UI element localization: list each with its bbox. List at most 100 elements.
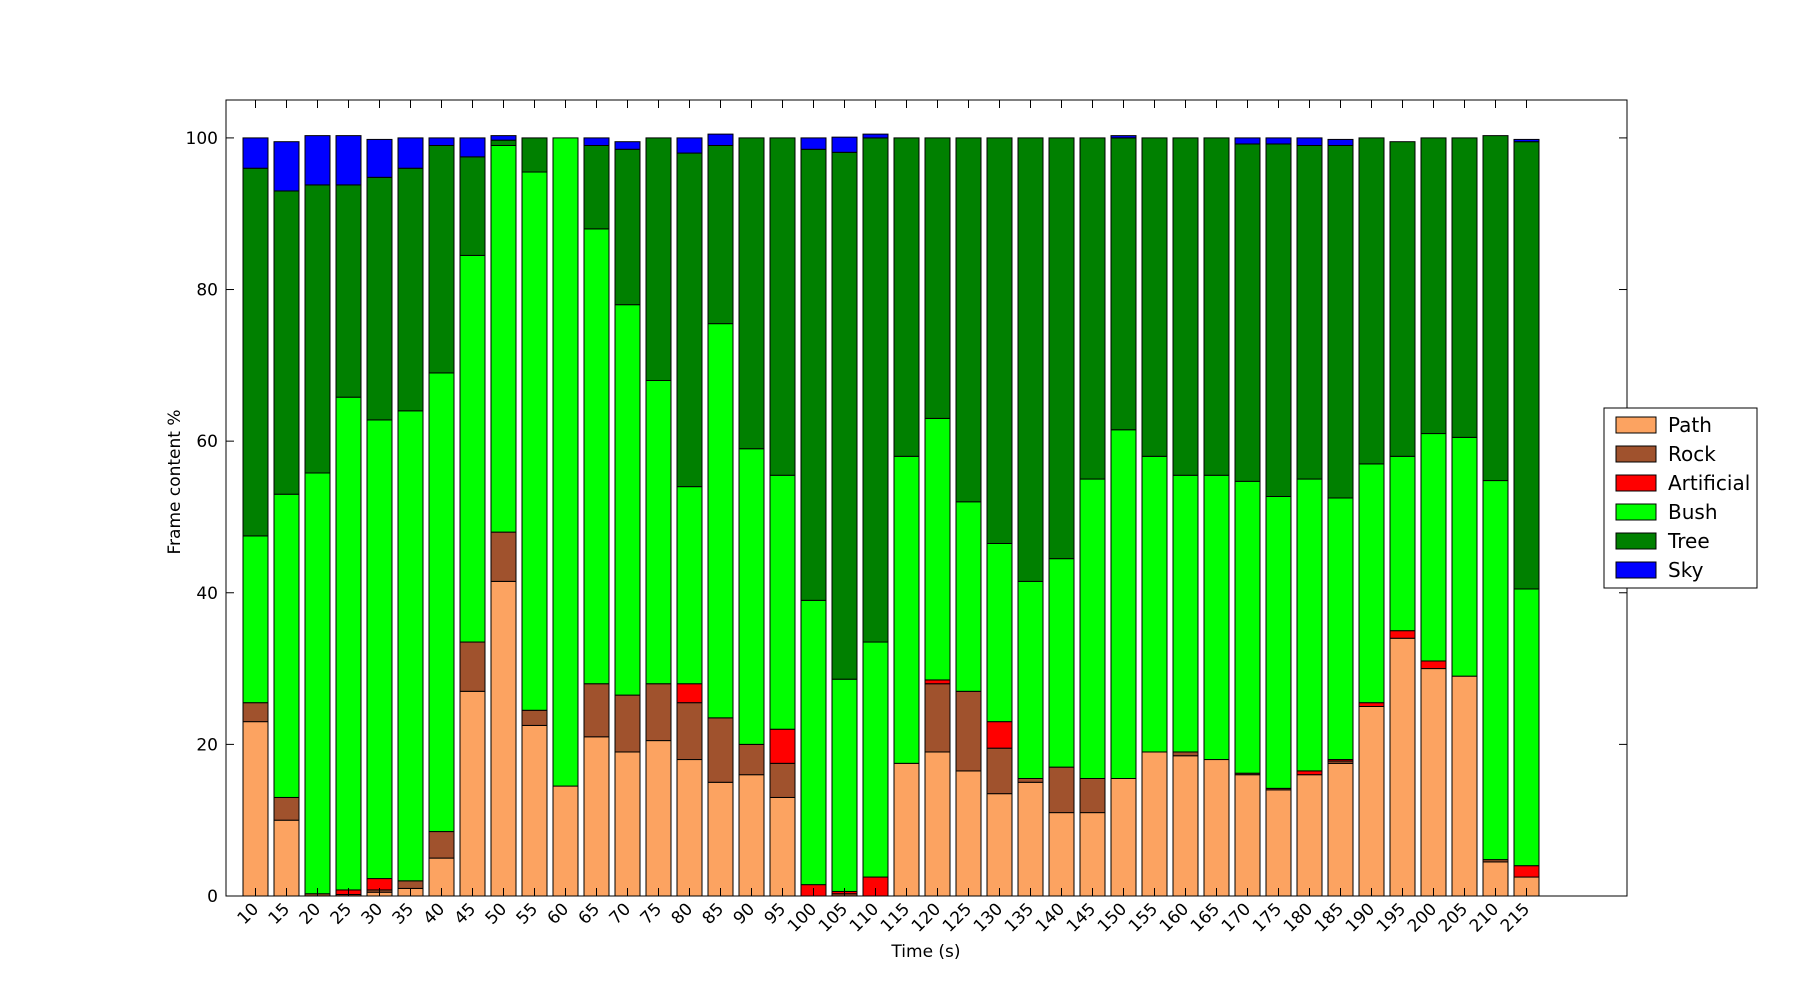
x-tick-label: 90 xyxy=(730,899,759,928)
x-tick-label: 15 xyxy=(265,899,294,928)
bar-segment-tree-95 xyxy=(769,137,796,476)
x-tick-label: 140 xyxy=(1032,899,1069,936)
bar-segment-tree-130 xyxy=(986,137,1013,544)
bar-segment-bush-60 xyxy=(552,137,579,787)
bar-segment-rock-140 xyxy=(1048,766,1075,814)
legend-label-path: Path xyxy=(1668,413,1712,437)
bar-segment-path-160 xyxy=(1172,755,1199,897)
bar-segment-bush-175 xyxy=(1265,495,1292,789)
bar-segment-tree-40 xyxy=(428,144,455,374)
x-tick-label: 110 xyxy=(846,899,883,936)
y-tick-label: 60 xyxy=(196,432,218,452)
bar-segment-tree-115 xyxy=(893,137,920,457)
bar-segment-sky-50 xyxy=(490,135,517,141)
y-axis: 0 20 40 60 80 100 xyxy=(186,129,1627,907)
bar-segment-tree-50 xyxy=(490,139,517,146)
bar-segment-rock-35 xyxy=(397,880,424,889)
bar-segment-sky-185 xyxy=(1327,138,1354,146)
bar-segment-tree-215 xyxy=(1513,141,1540,590)
bar-segment-rock-90 xyxy=(738,743,765,776)
bar-segment-sky-215 xyxy=(1513,138,1540,143)
x-tick-label: 175 xyxy=(1249,899,1286,936)
bar-segment-sky-65 xyxy=(583,137,610,146)
bar-segment-rock-75 xyxy=(645,683,672,742)
x-tick-label: 155 xyxy=(1125,899,1162,936)
bar-segment-tree-195 xyxy=(1389,141,1416,457)
bar-segment-bush-100 xyxy=(800,599,827,886)
bar-segment-bush-75 xyxy=(645,379,672,685)
bar-segment-bush-210 xyxy=(1482,480,1509,861)
bar-segment-sky-175 xyxy=(1265,137,1292,145)
x-tick-label: 190 xyxy=(1342,899,1379,936)
bar-segment-tree-65 xyxy=(583,144,610,230)
bar-segment-artificial-215 xyxy=(1513,865,1540,878)
bar-segment-path-175 xyxy=(1265,789,1292,897)
bar-segment-tree-85 xyxy=(707,144,734,325)
x-tick-label: 215 xyxy=(1497,899,1534,936)
bar-segment-artificial-95 xyxy=(769,728,796,764)
bar-segment-rock-95 xyxy=(769,762,796,798)
bar-segment-rock-55 xyxy=(521,709,548,726)
bar-segment-artificial-190 xyxy=(1358,702,1385,707)
bar-segment-tree-140 xyxy=(1048,137,1075,560)
bar-segment-sky-180 xyxy=(1296,137,1323,146)
bar-segment-tree-35 xyxy=(397,167,424,412)
bar-segment-tree-165 xyxy=(1203,137,1230,476)
bar-segment-sky-20 xyxy=(304,135,331,186)
x-tick-label: 20 xyxy=(296,899,325,928)
x-tick-label: 100 xyxy=(784,899,821,936)
bar-segment-rock-40 xyxy=(428,831,455,859)
x-tick-label: 120 xyxy=(908,899,945,936)
bar-segment-path-55 xyxy=(521,724,548,897)
bar-segment-path-15 xyxy=(273,819,300,897)
bar-segment-artificial-80 xyxy=(676,683,703,704)
x-tick-label: 135 xyxy=(1001,899,1038,936)
bar-segment-rock-85 xyxy=(707,717,734,783)
bar-segment-bush-10 xyxy=(242,535,269,704)
bar-segment-path-95 xyxy=(769,796,796,897)
bar-segment-tree-120 xyxy=(924,137,951,419)
bar-segment-sky-105 xyxy=(831,136,858,153)
bar-segment-sky-150 xyxy=(1110,135,1137,139)
bar-segment-bush-185 xyxy=(1327,497,1354,761)
bar-segment-tree-30 xyxy=(366,176,393,421)
bar-segment-rock-80 xyxy=(676,702,703,761)
bar-segment-bush-205 xyxy=(1451,436,1478,677)
x-tick-label: 180 xyxy=(1280,899,1317,936)
x-tick-label: 130 xyxy=(970,899,1007,936)
y-tick-label: 0 xyxy=(207,887,218,907)
bar-segment-bush-195 xyxy=(1389,455,1416,632)
bar-segment-path-125 xyxy=(955,770,982,897)
bar-segment-tree-110 xyxy=(862,137,889,643)
bar-segment-path-75 xyxy=(645,740,672,897)
x-tick-label: 125 xyxy=(939,899,976,936)
x-tick-label: 170 xyxy=(1218,899,1255,936)
bar-segment-path-170 xyxy=(1234,774,1261,897)
bar-segment-path-200 xyxy=(1420,668,1447,897)
y-axis-label: Frame content % xyxy=(165,409,185,554)
bar-segment-rock-15 xyxy=(273,796,300,821)
legend: Path Rock Artificial Bush Tree Sky xyxy=(1603,407,1758,589)
bar-segment-tree-100 xyxy=(800,148,827,601)
bar-segment-path-145 xyxy=(1079,812,1106,897)
bar-segment-artificial-130 xyxy=(986,721,1013,749)
bar-segment-tree-155 xyxy=(1141,137,1168,457)
bar-segment-bush-140 xyxy=(1048,558,1075,768)
bar-segment-sky-35 xyxy=(397,137,424,169)
bar-segment-tree-210 xyxy=(1482,135,1509,482)
bar-segment-bush-50 xyxy=(490,144,517,533)
bar-segment-bush-95 xyxy=(769,474,796,730)
x-tick-label: 50 xyxy=(482,899,511,928)
x-tick-label: 35 xyxy=(389,899,418,928)
bar-segment-bush-120 xyxy=(924,417,951,681)
x-tick-label: 160 xyxy=(1156,899,1193,936)
bar-segment-path-135 xyxy=(1017,781,1044,897)
bar-segment-sky-100 xyxy=(800,137,827,150)
bar-segment-path-10 xyxy=(242,721,269,897)
bar-segment-path-70 xyxy=(614,751,641,897)
bar-segment-rock-10 xyxy=(242,702,269,723)
bar-segment-tree-205 xyxy=(1451,137,1478,438)
bar-segment-tree-20 xyxy=(304,184,331,474)
x-tick-label: 25 xyxy=(327,899,356,928)
